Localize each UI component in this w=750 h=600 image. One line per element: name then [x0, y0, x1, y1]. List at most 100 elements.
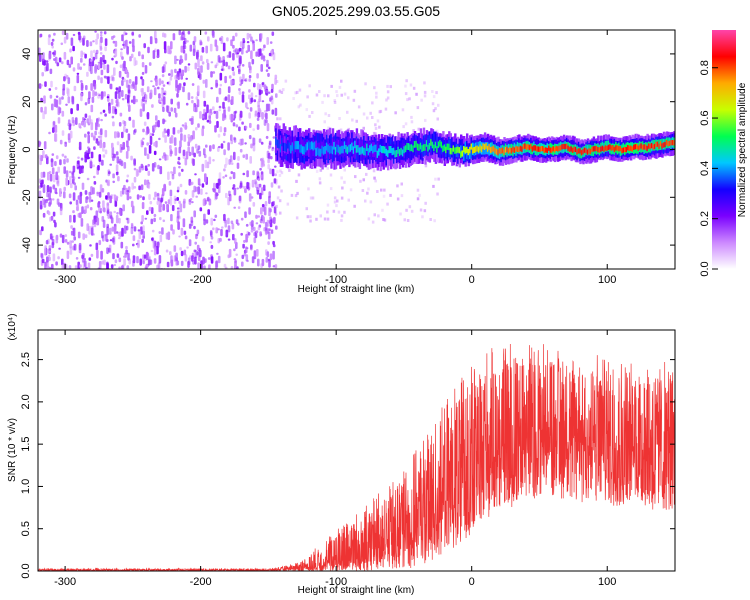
heatmap-cell: [295, 179, 298, 183]
heatmap-cell: [69, 201, 72, 205]
heatmap-cell: [273, 206, 277, 214]
x-tick-label: -200: [190, 576, 212, 588]
heatmap-cell: [616, 145, 619, 151]
heatmap-cell: [99, 34, 103, 37]
heatmap-cell: [121, 227, 124, 237]
heatmap-cell: [130, 99, 134, 103]
heatmap-cell: [169, 251, 172, 256]
heatmap-cell: [275, 204, 278, 208]
heatmap-cell: [194, 62, 198, 70]
heatmap-cell: [231, 223, 235, 230]
heatmap-cell: [45, 60, 49, 63]
heatmap-cell: [157, 86, 160, 90]
heatmap-cell: [428, 143, 432, 150]
heatmap-cell: [202, 90, 206, 99]
heatmap-cell: [63, 76, 66, 82]
heatmap-cell: [52, 121, 56, 129]
heatmap-cell: [127, 102, 130, 107]
heatmap-cell: [195, 104, 198, 113]
heatmap-cell: [187, 257, 191, 266]
heatmap-cell: [118, 257, 122, 263]
heatmap-cell: [340, 218, 343, 222]
heatmap-cell: [76, 103, 79, 111]
heatmap-cell: [112, 121, 115, 127]
heatmap-cell: [405, 79, 408, 83]
heatmap-cell: [126, 71, 130, 78]
heatmap-cell: [138, 34, 141, 38]
heatmap-cell: [159, 205, 163, 213]
heatmap-cell: [224, 164, 227, 169]
heatmap-cell: [86, 40, 89, 47]
heatmap-cell: [195, 186, 198, 192]
heatmap-cell: [421, 145, 424, 152]
heatmap-cell: [107, 192, 110, 199]
heatmap-cell: [233, 49, 236, 53]
heatmap-cell: [114, 48, 118, 57]
heatmap-cell: [123, 125, 126, 133]
heatmap-cell: [354, 175, 357, 179]
heatmap-cell: [120, 160, 124, 167]
heatmap-cell: [66, 158, 69, 163]
heatmap-cell: [432, 109, 436, 113]
heatmap-cell: [90, 132, 94, 138]
heatmap-cell: [203, 100, 207, 107]
heatmap-cell: [118, 86, 121, 93]
heatmap-cell: [51, 153, 55, 156]
heatmap-cell: [109, 211, 113, 219]
heatmap-cell: [205, 45, 208, 54]
heatmap-cell: [72, 210, 75, 214]
heatmap-cell: [413, 141, 417, 156]
heatmap-cell: [384, 146, 387, 154]
heatmap-cell: [668, 140, 672, 146]
heatmap-cell: [265, 112, 268, 120]
heatmap-cell: [256, 83, 260, 91]
heatmap-cell: [195, 233, 198, 240]
heatmap-cell: [121, 187, 125, 195]
heatmap-cell: [415, 92, 418, 96]
heatmap-cell: [127, 145, 130, 152]
heatmap-cell: [70, 108, 73, 115]
heatmap-cell: [271, 83, 274, 90]
heatmap-cell: [257, 112, 260, 118]
heatmap-cell: [219, 237, 222, 242]
heatmap-cell: [343, 180, 346, 184]
heatmap-cell: [88, 196, 92, 203]
heatmap-cell: [87, 146, 90, 149]
heatmap-cell: [94, 64, 98, 72]
heatmap-cell: [275, 136, 278, 146]
heatmap-cell: [100, 250, 103, 260]
heatmap-cell: [375, 144, 378, 152]
heatmap-cell: [403, 146, 406, 154]
heatmap-cell: [659, 141, 663, 147]
heatmap-cell: [340, 79, 343, 83]
heatmap-cell: [165, 130, 169, 134]
heatmap-cell: [527, 144, 530, 150]
heatmap-cell: [83, 120, 86, 128]
heatmap-cell: [67, 119, 71, 124]
heatmap-cell: [144, 217, 148, 220]
heatmap-cell: [132, 255, 136, 264]
heatmap-cell: [347, 198, 350, 202]
heatmap-cell: [242, 154, 246, 159]
heatmap-cell: [140, 163, 144, 169]
heatmap-cell: [209, 241, 212, 244]
heatmap-cell: [208, 264, 211, 269]
heatmap-cell: [469, 147, 472, 154]
heatmap-cell: [64, 239, 68, 243]
heatmap-cell: [88, 115, 91, 124]
heatmap-cell: [54, 124, 58, 133]
heatmap-cell: [378, 125, 381, 129]
heatmap-cell: [102, 60, 106, 63]
heatmap-cell: [61, 153, 65, 157]
heatmap-cell: [123, 40, 126, 49]
heatmap-cell: [374, 127, 378, 130]
heatmap-cell: [72, 176, 76, 180]
colorbar: 0.00.20.40.60.8 Normalized spectral ampl…: [699, 30, 748, 277]
heatmap-cell: [123, 60, 126, 69]
heatmap-cell: [79, 264, 82, 268]
heatmap-cell: [220, 68, 224, 71]
heatmap-cell: [131, 31, 135, 37]
heatmap-cell: [311, 141, 314, 150]
heatmap-cell: [202, 79, 206, 84]
heatmap-cell: [170, 135, 174, 144]
